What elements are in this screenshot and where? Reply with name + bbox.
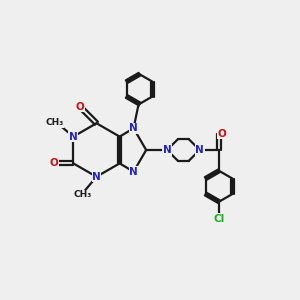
Text: N: N	[69, 132, 78, 142]
Text: O: O	[76, 102, 84, 112]
Text: N: N	[92, 172, 101, 182]
Text: N: N	[129, 123, 138, 133]
Text: Cl: Cl	[213, 214, 225, 224]
Text: CH₃: CH₃	[74, 190, 92, 199]
Text: N: N	[195, 145, 204, 155]
Text: N: N	[163, 145, 171, 155]
Text: N: N	[129, 167, 138, 177]
Text: O: O	[218, 129, 226, 139]
Text: O: O	[50, 158, 59, 168]
Text: CH₃: CH₃	[46, 118, 64, 127]
